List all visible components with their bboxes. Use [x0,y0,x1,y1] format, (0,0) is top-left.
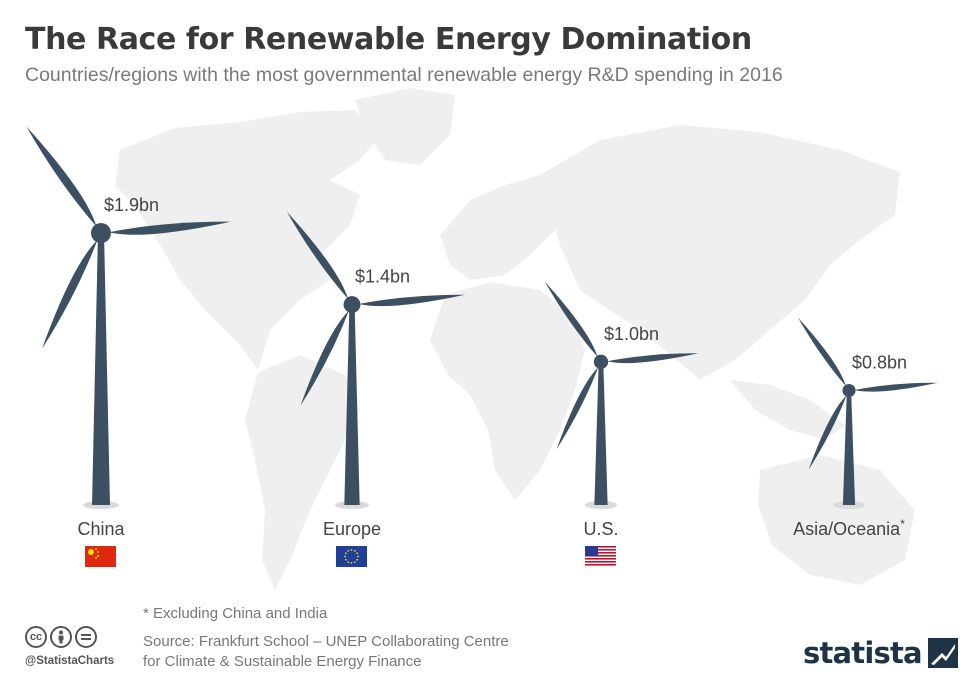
turbine-tower [594,361,608,505]
turbine-blade [606,353,699,364]
turbine-tower [842,390,856,505]
source-line-1: Source: Frankfurt School – UNEP Collabor… [143,633,509,650]
source-line-2: for Climate & Sustainable Energy Finance [143,653,422,670]
turbine-hub [343,296,361,313]
category-label: U.S. [583,519,618,539]
category-label: Europe [323,519,381,539]
category-label: China [77,519,125,539]
category-label: Asia/Oceania* [793,517,905,539]
turbine-mark [798,317,938,509]
turbine-hub [842,383,856,398]
turbine-hub [593,354,609,369]
statista-mark-icon [927,638,958,668]
us-flag-icon [585,546,616,567]
map-south-america [245,355,360,590]
statista-logo[interactable]: statista [803,636,958,670]
value-label: $0.8bn [852,352,907,372]
turbine-blade [798,317,846,387]
map-north-america [115,110,380,370]
turbine-mark [286,211,465,509]
map-greenland [355,88,455,165]
by-person-icon [50,626,72,648]
value-label: $1.0bn [604,324,659,344]
map-asia [540,125,900,380]
social-handle[interactable]: @StatistaCharts [25,655,115,667]
cc-icon: cc [25,626,47,648]
map-africa [430,282,585,500]
chart-subtitle: Countries/regions with the most governme… [25,64,783,86]
eu-flag-icon [336,546,367,567]
turbine-blade [108,221,231,235]
turbine-tower [344,304,360,505]
turbine-blade [556,367,599,450]
turbine-blade [286,211,349,299]
turbine-blade [42,239,98,349]
china-flag-icon [85,546,116,567]
source-note: Source: Frankfurt School – UNEP Collabor… [143,632,509,672]
value-label: $1.9bn [104,195,159,215]
map-australia [758,455,915,585]
no-derivatives-icon [75,626,97,648]
turbine-hub [91,223,111,243]
turbine-blade [26,126,97,227]
turbine-blade [544,281,598,357]
map-europe [440,175,560,280]
map-southeast-asia [730,380,845,440]
value-label: $1.4bn [355,267,410,287]
license-icons: cc [25,626,97,648]
footnote: * Excluding China and India [143,605,328,622]
turbine-blade [854,382,938,392]
brand-name: statista [803,636,923,670]
turbine-mark [544,281,699,509]
turbine-blade [808,395,847,470]
chart-title: The Race for Renewable Energy Domination [25,22,752,57]
turbine-blade [358,294,465,307]
turbine-blade [300,310,349,406]
turbine-tower [92,233,110,505]
turbine-mark [26,126,231,509]
